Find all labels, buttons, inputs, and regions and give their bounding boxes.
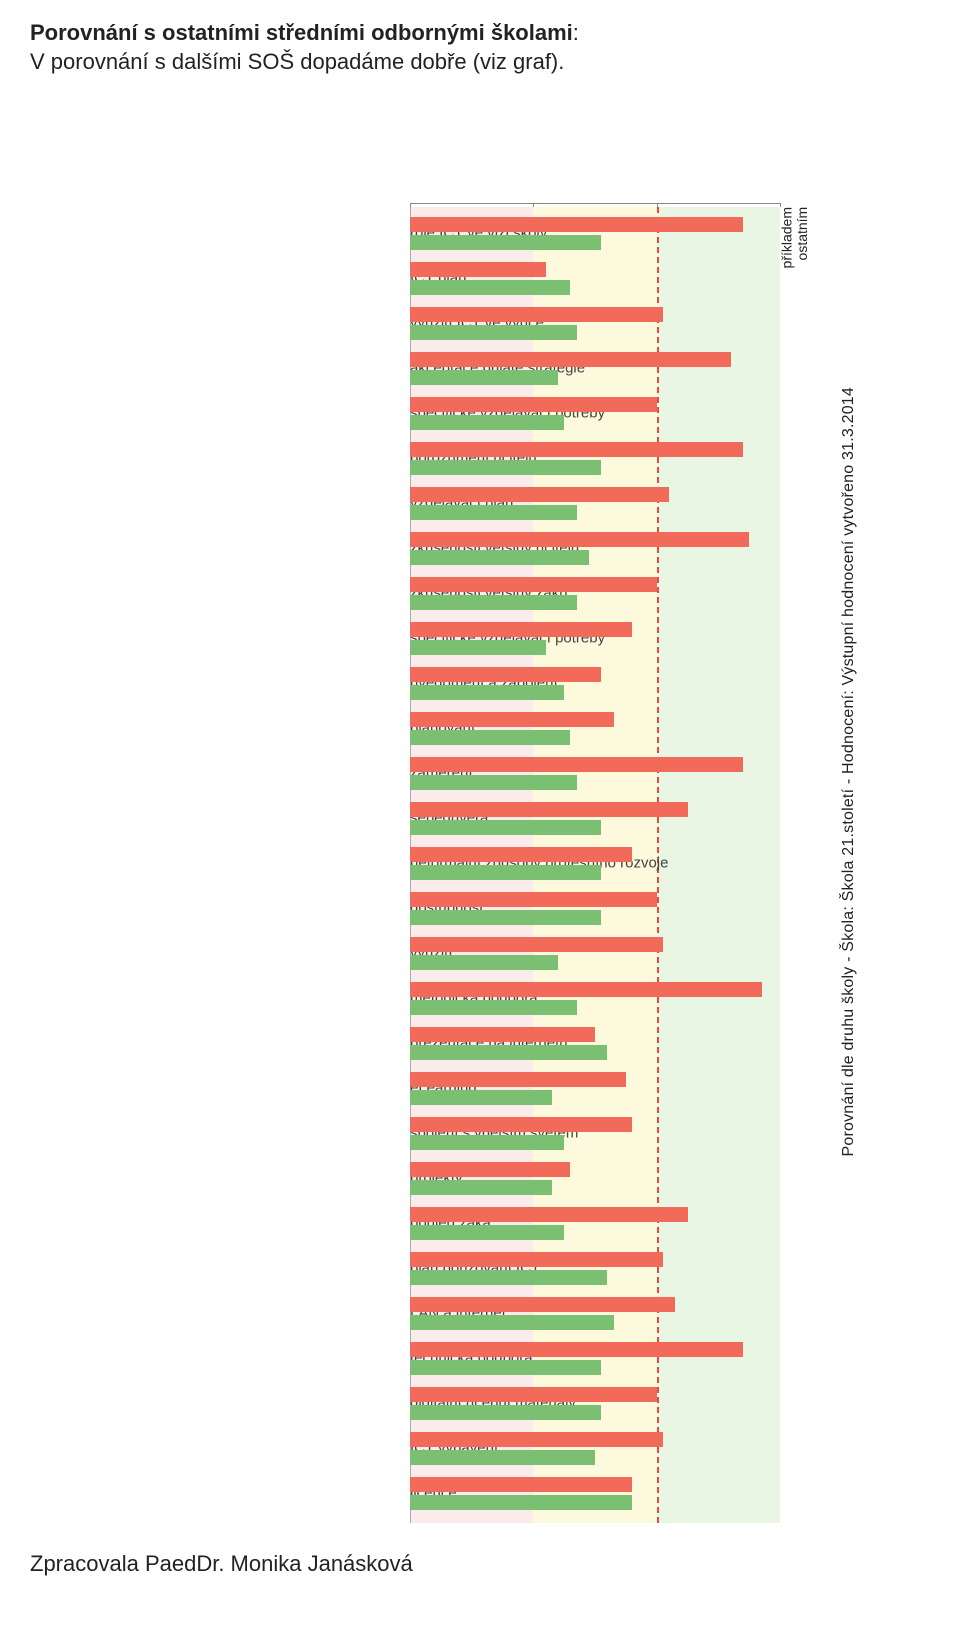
bar-row: role ICT ve vizi školy — [90, 213, 930, 253]
bar-row: ICT plán — [90, 258, 930, 298]
bar-row: zkušenosti většiny žáků — [90, 573, 930, 613]
plot-area: role ICT ve vizi školy ICT plán využití IC… — [90, 207, 930, 1523]
bar-row: plán pořizování ICT — [90, 1248, 930, 1288]
bar-mine — [410, 442, 743, 457]
bar-other — [410, 1495, 632, 1510]
heading-title-text: Porovnání s ostatními středními odborným… — [30, 20, 573, 45]
bar-row: využití ICT ve výuce — [90, 303, 930, 343]
bar-mine — [410, 1162, 570, 1177]
bar-mine — [410, 757, 743, 772]
bar-row: digitální učební materiály — [90, 1383, 930, 1423]
bar-other — [410, 820, 601, 835]
bar-mine — [410, 1117, 632, 1132]
bar-other — [410, 640, 546, 655]
bar-row: akceptace přijaté strategie — [90, 348, 930, 388]
bar-other — [410, 1180, 552, 1195]
bar-other — [410, 910, 601, 925]
bar-mine — [410, 712, 614, 727]
bar-other — [410, 460, 601, 475]
bar-row: specifické vzdělávací potřeby — [90, 618, 930, 658]
bar-other — [410, 370, 558, 385]
bar-other — [410, 1270, 607, 1285]
footer-text: Zpracovala PaedDr. Monika Janásková — [30, 1551, 930, 1577]
bar-mine — [410, 1477, 632, 1492]
bar-row: porozumění učitelů — [90, 438, 930, 478]
bar-mine — [410, 307, 663, 322]
bar-mine — [410, 532, 749, 547]
bar-mine — [410, 1207, 688, 1222]
page: Porovnání s ostatními středními odborným… — [0, 0, 960, 1639]
bar-other — [410, 595, 577, 610]
bar-other — [410, 1450, 595, 1465]
bar-mine — [410, 847, 632, 862]
bar-row: projekty — [90, 1158, 930, 1198]
bar-mine — [410, 487, 669, 502]
bar-mine — [410, 1342, 743, 1357]
bar-row: ICT vybavení — [90, 1428, 930, 1468]
bar-other — [410, 730, 570, 745]
bar-other — [410, 235, 601, 250]
bar-mine — [410, 982, 762, 997]
bar-mine — [410, 262, 546, 277]
x-axis-line — [410, 203, 780, 208]
axis-tick — [410, 203, 411, 207]
bar-row: metodická podpora — [90, 978, 930, 1018]
bar-other — [410, 280, 570, 295]
bar-other — [410, 1135, 564, 1150]
bar-other — [410, 325, 577, 340]
bar-mine — [410, 667, 601, 682]
bar-other — [410, 1360, 601, 1375]
bar-mine — [410, 892, 657, 907]
bar-other — [410, 775, 577, 790]
bar-row: LAN a internet — [90, 1293, 930, 1333]
bar-row: dostupnost — [90, 888, 930, 928]
bar-row: spojení s vnějším světem — [90, 1113, 930, 1153]
bar-mine — [410, 1297, 675, 1312]
bar-mine — [410, 352, 731, 367]
bar-mine — [410, 217, 743, 232]
bar-other — [410, 1405, 601, 1420]
bar-mine — [410, 397, 657, 412]
bar-row: neformální způsoby profesního rozvoje — [90, 843, 930, 883]
axis-tick — [780, 203, 781, 207]
bar-other — [410, 1225, 564, 1240]
heading-subtitle: V porovnání s dalšími SOŠ dopadáme dobře… — [30, 49, 930, 75]
bar-other — [410, 1000, 577, 1015]
bar-other — [410, 685, 564, 700]
bar-row: technická podpora — [90, 1338, 930, 1378]
bar-other — [410, 1315, 614, 1330]
bar-mine — [410, 937, 663, 952]
bar-mine — [410, 1252, 663, 1267]
bar-row: prezentace na internetu — [90, 1023, 930, 1063]
bar-mine — [410, 1072, 626, 1087]
bar-mine — [410, 1432, 663, 1447]
bar-row: zkušenosti většiny učitelů — [90, 528, 930, 568]
chart-panel: 1. začínáme2. máme první zkušenosti3. na… — [90, 207, 930, 1523]
bar-mine — [410, 577, 657, 592]
bar-row: eLearning — [90, 1068, 930, 1108]
bar-other — [410, 415, 564, 430]
bar-row: specifické vzdělávací potřeby — [90, 393, 930, 433]
bar-row: pohled žáka — [90, 1203, 930, 1243]
bar-mine — [410, 622, 632, 637]
bar-mine — [410, 1387, 657, 1402]
axis-tick — [533, 203, 534, 207]
right-caption: Porovnání dle druhu školy - Škola: Škola… — [840, 387, 858, 1157]
bar-mine — [410, 1027, 595, 1042]
bar-other — [410, 1090, 552, 1105]
bar-other — [410, 955, 558, 970]
bar-row: uvědomění a zapojení — [90, 663, 930, 703]
bar-row: sebedůvěra — [90, 798, 930, 838]
bar-row: vzdělávací plán — [90, 483, 930, 523]
bar-row: licence — [90, 1473, 930, 1513]
heading-title: Porovnání s ostatními středními odborným… — [30, 20, 930, 46]
bar-other — [410, 865, 601, 880]
bar-other — [410, 1045, 607, 1060]
bar-row: plánování — [90, 708, 930, 748]
bar-other — [410, 505, 577, 520]
bar-mine — [410, 802, 688, 817]
bar-other — [410, 550, 589, 565]
bar-row: využití — [90, 933, 930, 973]
bar-row: zaměření — [90, 753, 930, 793]
